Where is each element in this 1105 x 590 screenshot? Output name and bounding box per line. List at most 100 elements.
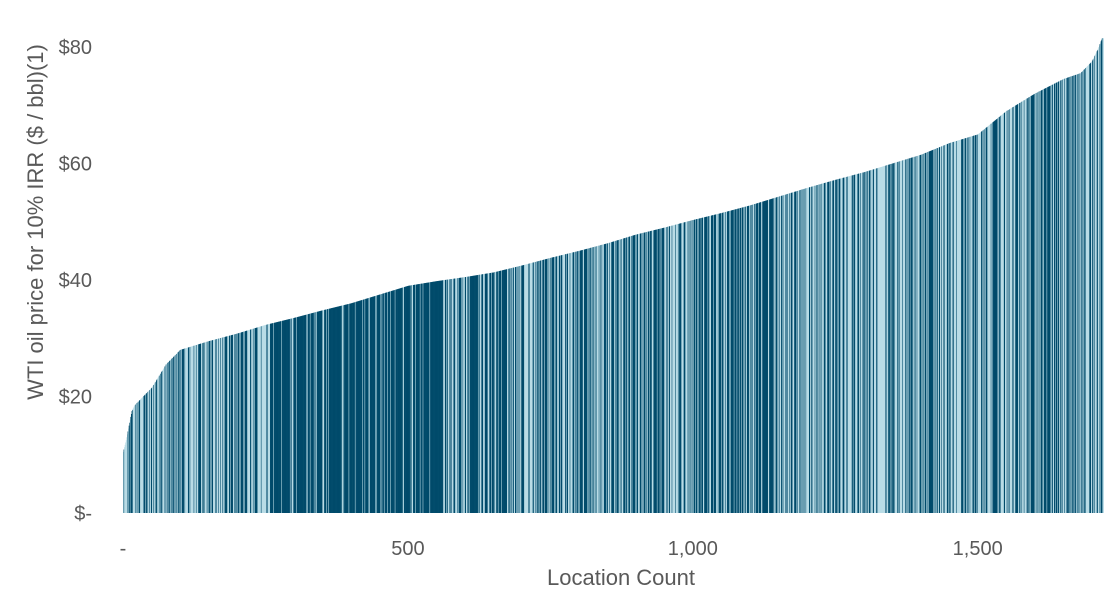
location-bar — [779, 196, 781, 513]
y-axis-ticks: $-$20$40$60$80 — [59, 37, 92, 525]
location-bar — [695, 219, 696, 513]
location-bar — [1060, 80, 1062, 513]
location-bar — [699, 218, 701, 513]
location-bar — [474, 275, 476, 513]
location-bar — [284, 320, 286, 513]
location-bar — [178, 351, 180, 513]
location-bar — [310, 313, 312, 513]
location-bar — [166, 363, 168, 513]
location-bar — [716, 214, 718, 513]
location-bar — [585, 249, 586, 513]
location-bar — [594, 246, 596, 513]
location-bar — [150, 388, 152, 513]
location-bar — [372, 296, 374, 513]
location-bar — [223, 337, 225, 513]
location-bar — [965, 138, 967, 514]
location-bar — [712, 215, 714, 513]
location-bar — [837, 179, 839, 513]
location-bar — [741, 207, 743, 513]
location-bar — [438, 280, 440, 513]
location-bar — [314, 312, 316, 513]
location-bar — [1024, 99, 1026, 513]
location-bar — [673, 225, 675, 513]
location-bar — [291, 318, 293, 513]
location-bar — [878, 167, 880, 513]
location-bar — [210, 340, 212, 513]
location-bar — [941, 146, 943, 513]
location-bar — [687, 221, 688, 513]
location-bar — [1097, 48, 1099, 514]
location-bar — [851, 175, 853, 513]
location-bar — [409, 285, 410, 513]
location-bar — [905, 159, 907, 514]
location-bar — [1019, 102, 1021, 513]
location-bar — [150, 388, 152, 513]
location-bar — [800, 189, 802, 513]
location-bar — [982, 130, 984, 513]
location-bar — [328, 308, 330, 513]
location-bar — [759, 202, 761, 513]
location-bar — [1093, 56, 1095, 514]
location-bar — [724, 212, 726, 513]
location-bar — [1011, 107, 1013, 513]
location-bar — [604, 244, 606, 513]
location-bar — [523, 264, 525, 513]
location-bar — [845, 177, 847, 513]
location-bar — [1027, 98, 1029, 513]
location-bar — [831, 180, 833, 513]
location-bar — [1101, 39, 1103, 513]
location-bar — [423, 283, 425, 513]
location-bar — [574, 251, 576, 513]
location-bar — [458, 278, 459, 513]
location-bar — [989, 125, 990, 513]
location-bar — [685, 221, 687, 513]
location-bar — [943, 145, 945, 513]
location-bar — [836, 179, 838, 513]
location-bar — [861, 172, 863, 513]
location-bar — [698, 218, 700, 513]
location-bar — [319, 311, 320, 513]
location-bar — [778, 196, 780, 513]
location-bar — [774, 197, 776, 513]
location-bar — [140, 399, 142, 513]
location-bar — [507, 268, 509, 513]
location-bar — [1025, 99, 1027, 513]
location-bar — [1003, 112, 1005, 513]
location-bar — [630, 236, 632, 513]
location-bar — [963, 138, 965, 513]
location-bar — [529, 263, 531, 513]
location-bar — [1057, 81, 1059, 513]
location-bar — [953, 141, 955, 513]
location-bar — [820, 183, 822, 513]
location-bar — [622, 238, 624, 513]
location-bar — [864, 171, 866, 513]
location-bar — [485, 273, 487, 513]
location-bar — [914, 156, 916, 513]
location-bar — [645, 232, 647, 513]
location-bar — [205, 342, 206, 513]
location-bar — [469, 276, 471, 513]
location-bar — [1037, 92, 1039, 513]
location-bar — [461, 277, 463, 513]
location-bar — [895, 162, 896, 513]
location-bar — [1007, 110, 1009, 513]
location-bar — [174, 355, 176, 513]
location-bar — [737, 208, 739, 513]
location-bar — [234, 334, 236, 513]
location-bar — [243, 331, 245, 513]
location-bar — [615, 240, 617, 513]
location-bar — [1061, 79, 1063, 514]
location-bar — [263, 325, 265, 513]
location-bar — [820, 184, 822, 514]
location-bar — [1001, 115, 1002, 514]
location-bar — [243, 331, 245, 513]
location-bar — [129, 422, 131, 513]
location-bar — [1076, 74, 1078, 513]
location-bar — [197, 344, 198, 513]
location-bar — [740, 208, 741, 513]
location-bar — [387, 292, 389, 513]
location-bar — [358, 300, 360, 513]
location-bar — [225, 336, 227, 513]
location-bar — [646, 231, 648, 513]
location-bar — [1043, 88, 1045, 513]
